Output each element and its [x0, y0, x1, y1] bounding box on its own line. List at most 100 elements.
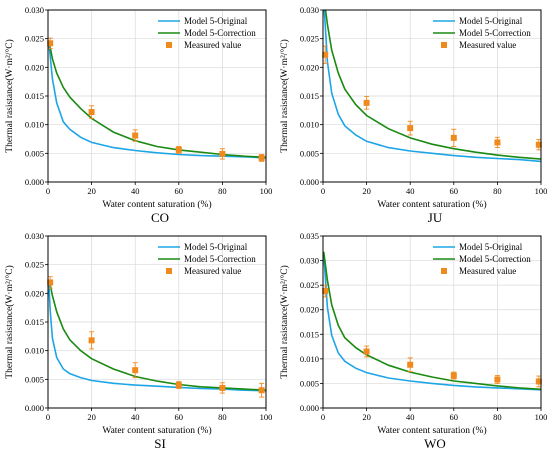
series-line-model-5-correction [48, 41, 266, 159]
series-line-model-5-correction [48, 280, 266, 391]
y-tick-label: 0.015 [25, 317, 44, 327]
y-tick-label: 0.015 [300, 329, 319, 339]
y-tick-label: 0.015 [300, 91, 319, 101]
x-tick-label: 40 [131, 412, 140, 422]
x-tick-label: 80 [218, 412, 227, 422]
legend-swatch-marker [166, 42, 172, 48]
legend: Model 5-Original Model 5-Correction Measur… [158, 242, 256, 276]
y-tick-label: 0.000 [25, 177, 44, 187]
y-tick-label: 0.015 [25, 91, 44, 101]
x-axis-title: Water content saturation (%) [377, 199, 486, 210]
legend: Model 5-Original Model 5-Correction Measur… [158, 16, 256, 50]
legend-entry: Model 5-Original [459, 16, 523, 26]
x-axis-title: Water content saturation (%) [102, 199, 211, 210]
legend-swatch-marker [441, 268, 447, 274]
chart-panel-si: 0 20 40 60 80 100 0.000 0.005 0.010 0.015 0.020 0.0… [4, 231, 272, 451]
chart-panel-wo: 0 20 40 60 80 100 0.000 0.005 0.010 0.015 0.020 0.0… [279, 231, 547, 451]
y-tick-label: 0.020 [300, 62, 319, 72]
y-tick-label: 0.030 [300, 256, 319, 266]
legend-entry: Model 5-Correction [184, 28, 256, 38]
y-tick-label: 0.025 [25, 34, 44, 44]
x-tick-label: 100 [260, 412, 273, 422]
legend-entry: Measured value [184, 40, 241, 50]
measured-point [88, 109, 95, 116]
x-tick-label: 20 [87, 186, 96, 196]
legend-entry: Model 5-Correction [184, 254, 256, 264]
measured-point [258, 154, 265, 161]
measured-point [175, 382, 182, 389]
y-tick-label: 0.000 [25, 403, 44, 413]
measured-point [132, 367, 139, 374]
y-tick-label: 0.000 [300, 403, 319, 413]
x-tick-label: 60 [175, 412, 184, 422]
plot-frame [322, 235, 542, 409]
measured-point [363, 99, 370, 106]
x-tick-label: 60 [450, 186, 459, 196]
y-tick-label: 0.025 [25, 260, 44, 270]
y-tick-label: 0.030 [25, 231, 44, 241]
x-tick-label: 60 [450, 412, 459, 422]
measured-point [47, 279, 54, 286]
legend-entry: Model 5-Original [184, 16, 248, 26]
legend-entry: Measured value [184, 266, 241, 276]
x-tick-label: 100 [260, 186, 273, 196]
panel-label: CO [151, 210, 169, 225]
y-tick-label: 0.020 [25, 62, 44, 72]
y-tick-label: 0.010 [300, 120, 319, 130]
measured-point [322, 288, 329, 295]
y-tick-label: 0.025 [300, 280, 319, 290]
x-tick-label: 20 [362, 186, 371, 196]
y-tick-label: 0.005 [25, 148, 44, 158]
x-tick-label: 20 [87, 412, 96, 422]
chart-panel-ju: 0 20 40 60 80 100 0.000 0.005 0.010 0.015 0.020 0.0… [279, 5, 548, 225]
y-tick-label: 0.010 [300, 354, 319, 364]
y-tick-label: 0.020 [25, 288, 44, 298]
y-axis-title: Thermal rasistance(W·m²/°C) [279, 39, 290, 152]
y-tick-label: 0.005 [25, 374, 44, 384]
legend-entry: Model 5-Correction [459, 254, 531, 264]
y-tick-label: 0.010 [25, 346, 44, 356]
y-tick-label: 0.030 [25, 5, 44, 15]
x-tick-label: 80 [493, 412, 502, 422]
y-axis-title: Thermal rasistance(W·m²/°C) [4, 39, 15, 152]
series-line-model-5-original [48, 41, 266, 159]
measured-point [88, 337, 95, 344]
measured-point [258, 387, 265, 394]
series-line-model-5-correction [323, 251, 541, 391]
panel-label: SI [154, 436, 166, 451]
legend: Model 5-Original Model 5-Correction Measur… [433, 16, 531, 50]
x-tick-label: 100 [535, 186, 548, 196]
x-tick-label: 20 [362, 412, 371, 422]
x-tick-label: 80 [493, 186, 502, 196]
chart-panel-co: 0 20 40 60 80 100 0.000 0.005 0.010 0.015 0.020 0.0… [4, 5, 272, 225]
x-tick-label: 0 [321, 186, 325, 196]
series-line-model-5-original [48, 280, 266, 392]
measured-point [450, 134, 457, 141]
y-tick-label: 0.030 [300, 5, 319, 15]
legend-entry: Measured value [459, 40, 516, 50]
y-tick-label: 0.025 [300, 34, 319, 44]
measured-point [132, 132, 139, 139]
measured-point [535, 141, 542, 148]
measured-point [322, 51, 329, 58]
x-tick-label: 60 [175, 186, 184, 196]
x-tick-label: 0 [46, 186, 50, 196]
measured-point [219, 384, 226, 391]
measured-point [219, 150, 226, 157]
x-axis-title: Water content saturation (%) [102, 425, 211, 436]
legend: Model 5-Original Model 5-Correction Measur… [433, 242, 531, 276]
y-tick-label: 0.005 [300, 378, 319, 388]
legend-swatch-marker [441, 42, 447, 48]
legend-entry: Model 5-Original [184, 242, 248, 252]
series-line-model-5-original [323, 10, 541, 163]
legend-entry: Model 5-Correction [459, 28, 531, 38]
measured-point [494, 376, 501, 383]
y-axis-title: Thermal rasistance(W·m²/°C) [4, 265, 15, 378]
y-tick-label: 0.020 [300, 305, 319, 315]
legend-swatch-marker [166, 268, 172, 274]
panel-label: JU [428, 210, 443, 225]
measured-point [47, 40, 54, 47]
x-axis-title: Water content saturation (%) [377, 425, 486, 436]
measured-point [407, 361, 414, 368]
